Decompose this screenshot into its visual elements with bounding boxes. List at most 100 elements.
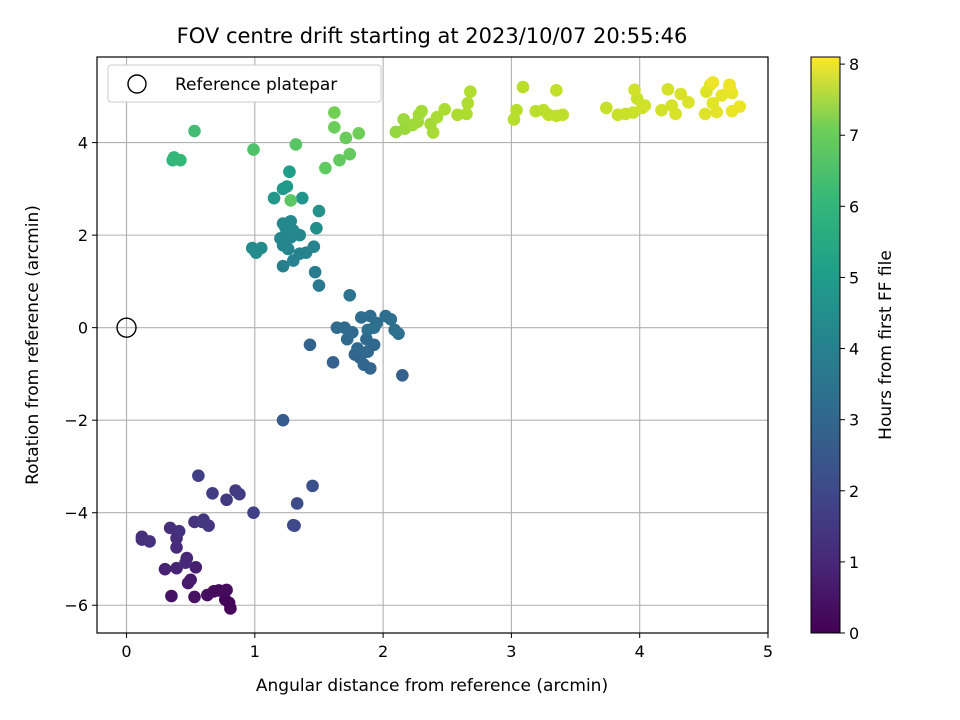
x-tick-label: 1 <box>250 642 260 661</box>
data-point <box>328 121 341 134</box>
data-point <box>276 259 290 273</box>
y-axis-label: Rotation from reference (arcmin) <box>23 205 43 485</box>
reference-marker <box>116 317 137 338</box>
data-point <box>328 106 341 119</box>
data-point <box>310 221 323 235</box>
data-point <box>343 288 357 302</box>
data-point <box>723 78 736 92</box>
y-tick-label: 2 <box>78 226 88 245</box>
data-point <box>461 96 475 110</box>
y-tick-label: 0 <box>78 319 88 338</box>
data-point <box>333 153 346 167</box>
data-point <box>158 562 172 576</box>
data-point <box>715 89 729 102</box>
data-point <box>351 342 364 355</box>
data-point <box>206 486 219 500</box>
plot-frame <box>96 56 769 634</box>
data-point <box>280 180 294 193</box>
data-point <box>284 194 298 207</box>
y-tick-label: −4 <box>64 504 88 523</box>
colorbar-tick-label: 8 <box>849 55 859 74</box>
y-tick-label: −6 <box>64 596 88 615</box>
x-tick-label: 5 <box>763 642 773 661</box>
data-point <box>326 356 340 369</box>
data-point <box>516 80 530 94</box>
data-point <box>184 573 197 587</box>
data-point <box>706 76 720 89</box>
data-point <box>303 338 317 352</box>
data-point <box>710 105 723 119</box>
data-point <box>170 561 183 575</box>
data-point <box>550 84 563 97</box>
data-point <box>361 323 375 337</box>
data-point <box>319 161 332 175</box>
colorbar-tick-label: 7 <box>849 126 859 145</box>
data-point <box>392 327 405 340</box>
data-point <box>295 191 309 205</box>
data-point <box>218 593 232 606</box>
data-point <box>397 113 410 126</box>
data-point <box>197 513 210 526</box>
colorbar-label: Hours from first FF file <box>876 250 896 440</box>
data-point <box>288 519 301 532</box>
data-point <box>426 126 440 139</box>
y-axis-ticks: −6 −4 −2 0 2 4 <box>64 134 97 615</box>
data-point <box>247 143 260 156</box>
data-point <box>189 561 203 574</box>
data-point <box>188 590 201 604</box>
legend-marker-icon <box>127 74 147 94</box>
colorbar-gradient <box>810 56 841 634</box>
data-point <box>170 541 183 554</box>
data-point <box>165 589 178 603</box>
colorbar-tick-label: 3 <box>849 411 859 430</box>
data-point <box>289 138 303 151</box>
data-point <box>628 83 641 97</box>
data-point <box>172 524 186 538</box>
data-points <box>135 76 747 615</box>
data-point <box>415 104 428 118</box>
data-point <box>339 131 353 145</box>
data-point <box>698 107 712 121</box>
data-point <box>201 588 214 602</box>
data-point <box>220 583 233 597</box>
legend-box <box>107 64 382 103</box>
chart-title: FOV centre drift starting at 2023/10/07 … <box>177 24 688 48</box>
data-point <box>655 103 668 117</box>
data-point <box>188 124 201 138</box>
data-point <box>306 479 319 493</box>
colorbar-tick-label: 0 <box>849 624 859 643</box>
data-point <box>384 313 398 326</box>
x-tick-label: 2 <box>378 642 388 661</box>
data-point <box>135 530 149 544</box>
data-point <box>174 153 187 167</box>
data-point <box>464 85 477 98</box>
colorbar-tick-label: 4 <box>849 340 859 359</box>
data-point <box>438 102 451 116</box>
data-point <box>267 191 281 205</box>
data-point <box>396 369 409 382</box>
data-point <box>233 487 246 501</box>
y-tick-label: 4 <box>78 134 88 153</box>
data-point <box>661 83 675 96</box>
data-point <box>363 362 377 375</box>
data-point <box>274 232 287 245</box>
data-point <box>430 110 444 124</box>
data-point <box>308 265 322 279</box>
data-point <box>276 217 290 230</box>
data-point <box>352 127 366 140</box>
x-axis-ticks: 0 1 2 3 4 5 <box>121 633 773 661</box>
data-point <box>510 103 523 117</box>
data-point <box>330 321 344 334</box>
data-point <box>312 204 326 218</box>
colorbar-tick-label: 2 <box>849 482 859 501</box>
data-point <box>733 100 747 113</box>
x-tick-label: 3 <box>506 642 516 661</box>
colorbar-ticks: 0 1 2 3 4 5 6 7 8 <box>840 55 859 643</box>
data-point <box>669 107 682 121</box>
data-point <box>360 332 373 346</box>
data-point <box>682 96 695 109</box>
data-point <box>460 107 473 121</box>
data-point <box>179 556 192 569</box>
data-point <box>220 493 233 507</box>
data-point <box>247 506 260 520</box>
